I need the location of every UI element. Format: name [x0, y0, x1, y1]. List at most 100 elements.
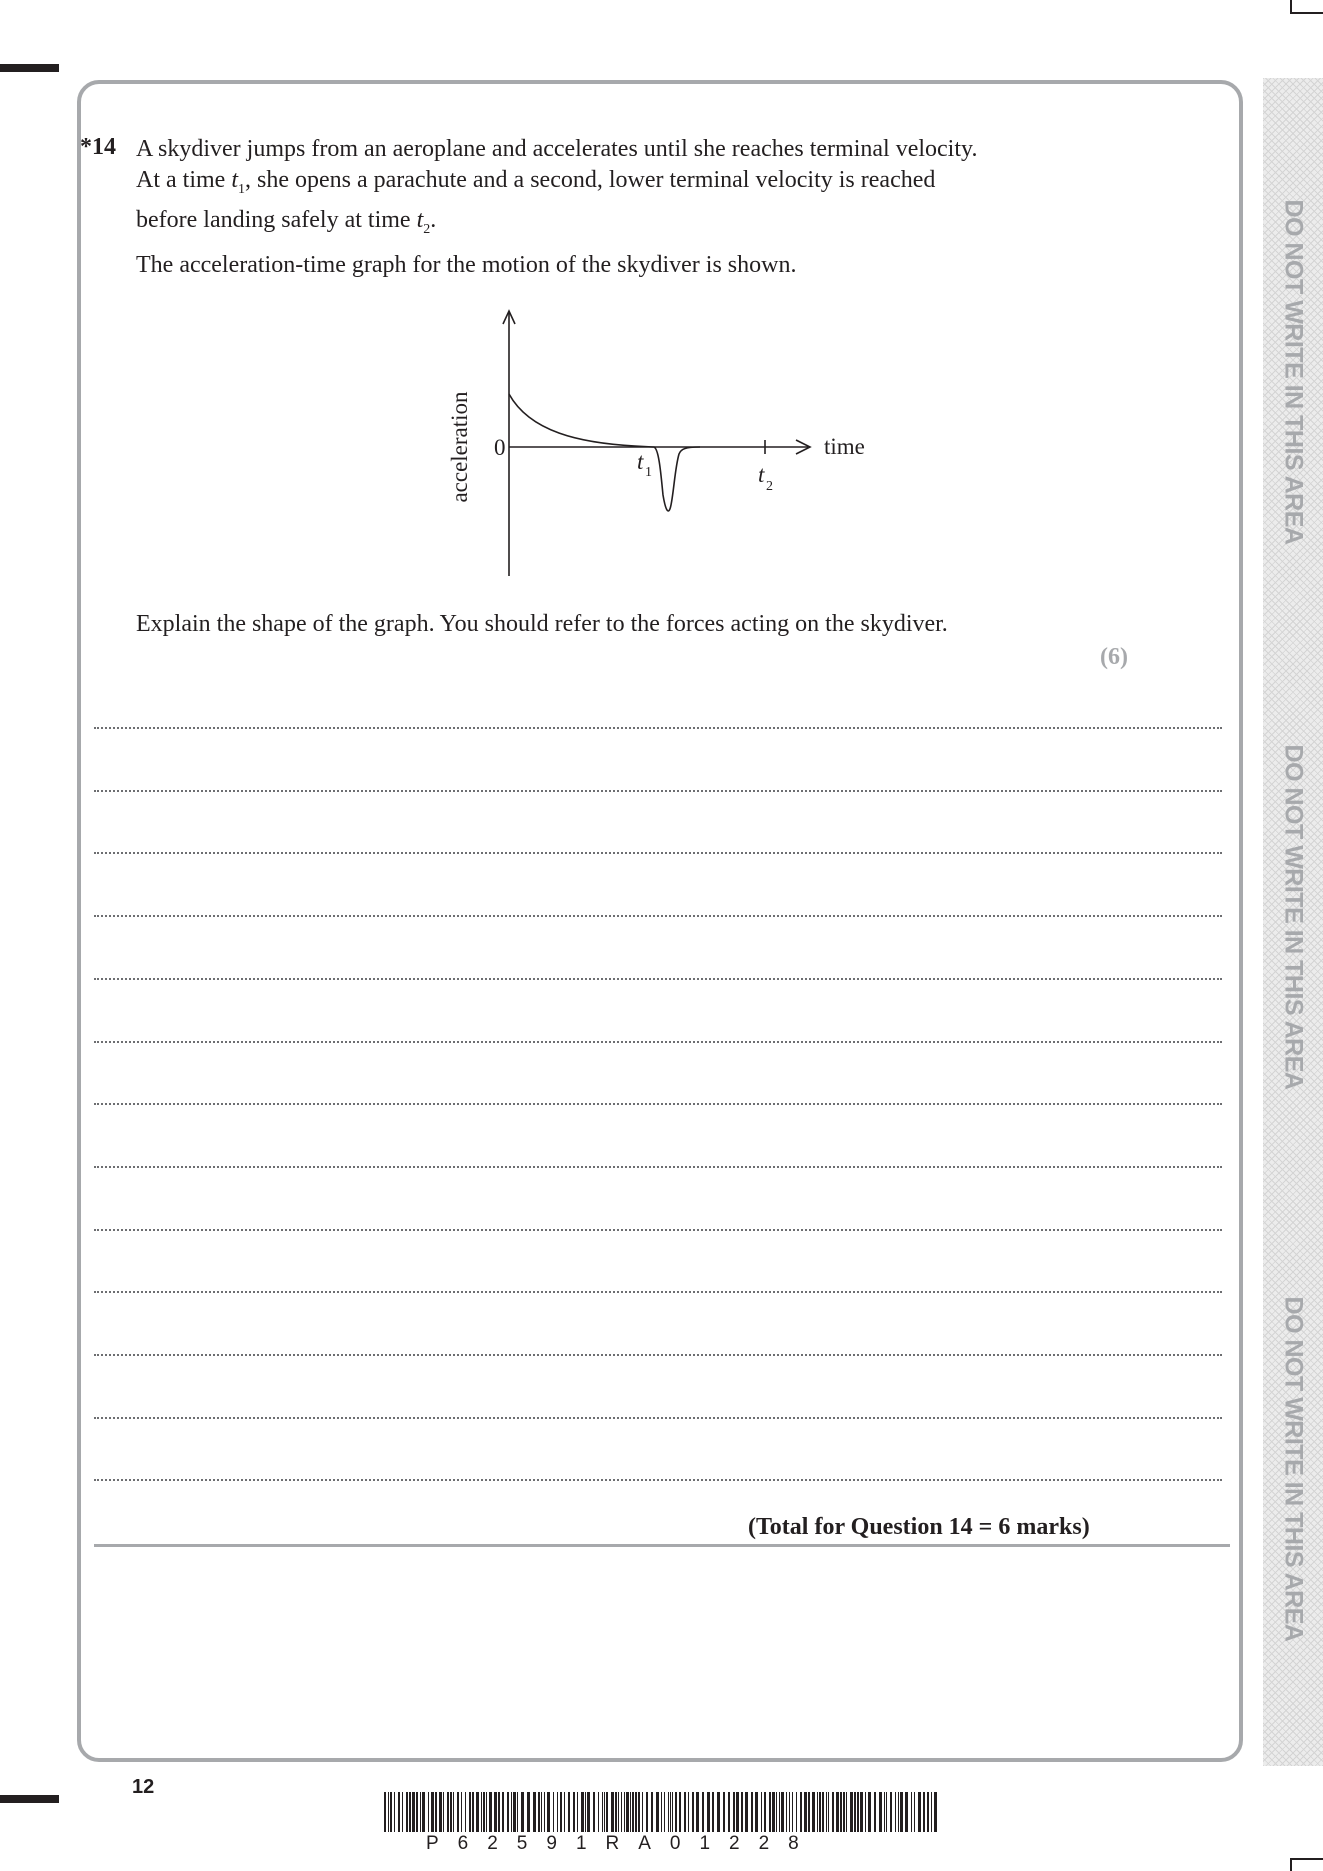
- answer-line[interactable]: [94, 852, 1222, 855]
- barcode-bar: [642, 1792, 643, 1832]
- answer-line[interactable]: [94, 789, 1222, 792]
- barcode-bar: [688, 1792, 689, 1832]
- barcode-bar: [707, 1792, 710, 1832]
- barcode-bar: [656, 1792, 659, 1832]
- barcode-bar: [388, 1792, 389, 1832]
- x-axis-arrow: [795, 439, 812, 455]
- barcode-bar: [538, 1792, 540, 1832]
- page-number: 12: [132, 1776, 155, 1798]
- answer-line[interactable]: [94, 1040, 1222, 1043]
- barcode-bar: [857, 1792, 859, 1832]
- barcode-bar: [717, 1792, 720, 1832]
- barcode-bar: [927, 1792, 929, 1832]
- barcode-bar: [486, 1792, 487, 1832]
- question-instruction: Explain the shape of the graph. You shou…: [136, 611, 948, 637]
- barcode-bar: [611, 1792, 614, 1832]
- barcode-bar: [895, 1792, 896, 1832]
- origin-label: 0: [494, 435, 506, 460]
- barcode-bar: [931, 1792, 932, 1832]
- barcode-bar: [632, 1792, 634, 1832]
- barcode-bar: [850, 1792, 853, 1832]
- answer-line[interactable]: [94, 1291, 1222, 1294]
- y-axis-arrow: [502, 309, 516, 325]
- barcode-bar: [879, 1792, 882, 1832]
- barcode-bar: [898, 1792, 899, 1832]
- barcode-bar: [772, 1792, 775, 1832]
- barcode-bar: [638, 1792, 640, 1832]
- margin-strip: [1263, 78, 1323, 1766]
- barcode-bar: [934, 1792, 937, 1832]
- barcode-bar: [511, 1792, 512, 1832]
- barcode-bar: [664, 1792, 665, 1832]
- barcode-bar: [817, 1792, 818, 1832]
- barcode-bar: [675, 1792, 677, 1832]
- question-text: A skydiver jumps from an aeroplane and a…: [136, 134, 1096, 278]
- barcode-bar: [741, 1792, 743, 1832]
- total-rule: [94, 1544, 1230, 1547]
- barcode-bar: [692, 1792, 694, 1832]
- barcode-bar: [409, 1792, 411, 1832]
- barcode-bar: [585, 1792, 586, 1832]
- barcode-bar: [761, 1792, 762, 1832]
- barcode-bar: [684, 1792, 686, 1832]
- graph-intro: The acceleration-time graph for the moti…: [136, 252, 797, 278]
- answer-line[interactable]: [94, 977, 1222, 980]
- barcode-bar: [696, 1792, 699, 1832]
- barcode-bar: [472, 1792, 474, 1832]
- barcode-bar: [447, 1792, 449, 1832]
- barcode-bar: [751, 1792, 753, 1832]
- barcode-bar: [527, 1792, 530, 1832]
- answer-line[interactable]: [94, 1354, 1222, 1356]
- barcode-bar: [394, 1792, 395, 1832]
- barcode-bar: [886, 1792, 887, 1832]
- crop-mark-bottom-left: [0, 1795, 59, 1803]
- barcode-bar: [923, 1792, 925, 1832]
- answer-line[interactable]: [94, 1228, 1222, 1231]
- answer-line[interactable]: [94, 1103, 1222, 1106]
- barcode-bar: [728, 1792, 730, 1832]
- answer-line[interactable]: [94, 1479, 1222, 1482]
- barcode-bar: [573, 1792, 575, 1832]
- barcode-bar: [918, 1792, 921, 1832]
- barcode-bar: [469, 1792, 471, 1832]
- barcode-bar: [533, 1792, 536, 1832]
- barcode-bar: [606, 1792, 608, 1832]
- barcode-bar: [890, 1792, 892, 1832]
- barcode-bar: [822, 1792, 824, 1832]
- barcode-bar: [668, 1792, 669, 1832]
- answer-line[interactable]: [94, 1416, 1222, 1419]
- barcode-bar: [507, 1792, 509, 1832]
- page-frame: [77, 80, 1243, 1762]
- barcode-bar: [796, 1792, 797, 1832]
- barcode-bar: [900, 1792, 903, 1832]
- acceleration-time-graph: 0 time acceleration t 1 t 2: [447, 309, 865, 576]
- barcode-bar: [792, 1792, 793, 1832]
- answer-line[interactable]: [94, 1165, 1222, 1168]
- crop-mark-bottom-right: [1290, 1858, 1292, 1871]
- question-number: *14: [80, 134, 116, 160]
- answer-line[interactable]: [94, 727, 1222, 729]
- barcode-bar: [498, 1792, 500, 1832]
- barcode-bar: [435, 1792, 437, 1832]
- barcode-bar: [602, 1792, 603, 1832]
- barcode-bar: [420, 1792, 421, 1832]
- question-line-2: At a time t1, she opens a parachute and …: [136, 167, 936, 197]
- barcode-bar: [439, 1792, 442, 1832]
- barcode-bar: [557, 1792, 558, 1832]
- barcode-bar: [568, 1792, 570, 1832]
- barcode-bar: [615, 1792, 617, 1832]
- answer-line[interactable]: [94, 915, 1222, 918]
- question-line-3: before landing safely at time t2.: [136, 206, 437, 237]
- barcode-bar: [884, 1792, 885, 1832]
- barcode-bar: [453, 1792, 454, 1832]
- barcode-bar: [804, 1792, 807, 1832]
- barcode-bar: [836, 1792, 839, 1832]
- barcode-bar: [745, 1792, 748, 1832]
- barcode-bar: [489, 1792, 492, 1832]
- barcode-bar: [553, 1792, 554, 1832]
- barcode-bar: [476, 1792, 479, 1832]
- marks-available: (6): [1100, 644, 1128, 670]
- question-total: (Total for Question 14 = 6 marks): [748, 1514, 1090, 1540]
- barcode-bar: [840, 1792, 842, 1832]
- crop-mark-top-left: [0, 64, 59, 72]
